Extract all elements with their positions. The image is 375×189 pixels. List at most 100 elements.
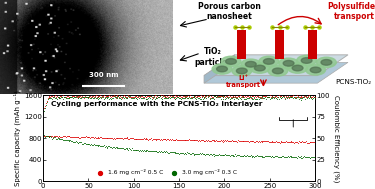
Point bbox=[288, 156, 294, 159]
Point bbox=[95, 96, 101, 99]
Point bbox=[164, 151, 170, 154]
Point bbox=[240, 94, 246, 97]
Point bbox=[225, 95, 231, 98]
Point bbox=[268, 96, 274, 99]
Point bbox=[63, 135, 69, 138]
Point bbox=[142, 149, 148, 152]
Point bbox=[151, 94, 157, 98]
Point bbox=[88, 143, 94, 146]
Point bbox=[248, 95, 254, 98]
Point bbox=[82, 136, 88, 139]
Point bbox=[175, 151, 181, 154]
Point bbox=[210, 97, 216, 100]
Point bbox=[51, 135, 57, 138]
Point bbox=[219, 94, 225, 97]
Point bbox=[172, 151, 178, 154]
Point bbox=[297, 141, 303, 144]
Point bbox=[68, 96, 74, 99]
Point bbox=[312, 97, 318, 100]
Point bbox=[221, 139, 227, 143]
Point bbox=[145, 96, 151, 99]
Point bbox=[269, 155, 275, 158]
Point bbox=[170, 138, 176, 141]
Point bbox=[119, 96, 125, 99]
Point bbox=[45, 134, 51, 137]
Point bbox=[171, 139, 177, 142]
Point bbox=[281, 156, 287, 159]
Point bbox=[255, 155, 261, 158]
Point bbox=[182, 152, 188, 155]
Point bbox=[42, 135, 48, 138]
Point bbox=[223, 154, 229, 157]
Point bbox=[268, 96, 274, 99]
Point bbox=[273, 95, 279, 98]
Point bbox=[210, 96, 216, 99]
Point bbox=[302, 95, 308, 98]
Point bbox=[295, 95, 301, 98]
Point bbox=[190, 139, 196, 142]
Point bbox=[198, 139, 204, 142]
Point bbox=[140, 150, 146, 153]
Point bbox=[94, 95, 100, 98]
Point bbox=[169, 96, 175, 99]
Point bbox=[46, 94, 53, 97]
Point bbox=[296, 140, 302, 143]
Point bbox=[177, 138, 183, 141]
Point bbox=[237, 97, 243, 100]
Point bbox=[184, 96, 190, 99]
Point bbox=[276, 94, 282, 97]
Point bbox=[233, 97, 239, 100]
Point bbox=[297, 155, 303, 158]
Point bbox=[153, 96, 159, 99]
Point bbox=[63, 138, 69, 141]
Point bbox=[197, 95, 203, 98]
Point bbox=[283, 95, 289, 98]
Text: PCNS-TiO₂: PCNS-TiO₂ bbox=[335, 79, 371, 85]
Point bbox=[149, 149, 155, 152]
Point bbox=[56, 97, 62, 100]
Point bbox=[201, 139, 207, 142]
Point bbox=[211, 94, 217, 97]
Point bbox=[54, 135, 60, 138]
Point bbox=[238, 154, 244, 157]
Point bbox=[308, 96, 314, 99]
Point bbox=[194, 95, 200, 98]
Point bbox=[73, 94, 79, 98]
Point bbox=[207, 153, 213, 156]
Point bbox=[120, 147, 126, 150]
Point bbox=[81, 135, 87, 138]
Point bbox=[46, 134, 52, 137]
Point bbox=[64, 96, 70, 99]
Point bbox=[298, 96, 304, 99]
Y-axis label: Coulombic Efficiency (%): Coulombic Efficiency (%) bbox=[333, 95, 340, 182]
Point bbox=[224, 96, 230, 99]
Point bbox=[94, 94, 100, 98]
Point bbox=[64, 96, 70, 99]
Point bbox=[50, 95, 56, 98]
Point bbox=[240, 139, 246, 142]
Point bbox=[182, 152, 188, 155]
Point bbox=[164, 95, 170, 98]
Point bbox=[186, 138, 192, 141]
Point bbox=[105, 94, 111, 97]
Point bbox=[73, 140, 79, 143]
Point bbox=[122, 94, 128, 98]
Point bbox=[238, 139, 244, 142]
Point bbox=[41, 134, 47, 137]
Point bbox=[99, 145, 105, 148]
Point bbox=[98, 136, 104, 139]
Point bbox=[150, 150, 156, 153]
Point bbox=[135, 95, 141, 98]
Point bbox=[84, 96, 90, 99]
Point bbox=[281, 95, 287, 98]
Point bbox=[212, 94, 218, 97]
Point bbox=[132, 96, 138, 99]
Point bbox=[182, 139, 188, 142]
Point bbox=[260, 94, 266, 98]
Point bbox=[249, 155, 255, 158]
Point bbox=[297, 97, 303, 100]
Point bbox=[272, 96, 278, 99]
Point bbox=[261, 139, 267, 143]
Point bbox=[292, 96, 298, 99]
Point bbox=[80, 96, 86, 99]
